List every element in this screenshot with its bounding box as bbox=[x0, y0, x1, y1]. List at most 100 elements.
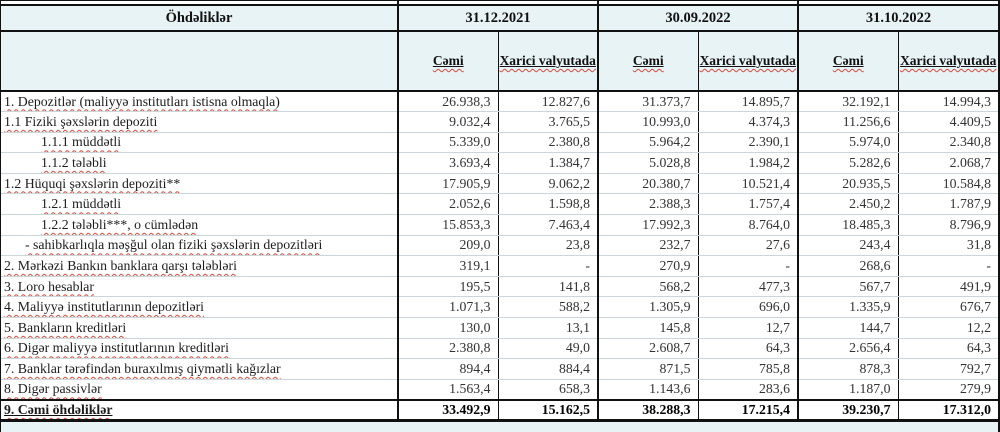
value-cell: 7.463,4 bbox=[498, 214, 599, 236]
value-cell: 20.380,7 bbox=[598, 173, 699, 195]
row-label: 1.2.1 müddətli bbox=[1, 193, 399, 216]
value-cell: 23,8 bbox=[498, 235, 599, 257]
subcol-header-foreign: Xarici valyutada bbox=[898, 31, 998, 92]
value-cell: 1.335,9 bbox=[798, 296, 899, 319]
subcol-header-total: Cəmi bbox=[598, 31, 699, 92]
row-label: 8. Digər passivlər bbox=[1, 379, 399, 401]
row-label: 2. Mərkəzi Bankın banklara qarşı tələblə… bbox=[1, 255, 399, 277]
table-row: 7. Banklar tərəfindən buraxılmış qiymətl… bbox=[1, 358, 998, 380]
value-cell: 8.796,9 bbox=[898, 214, 998, 236]
subcol-header-foreign: Xarici valyutada bbox=[498, 31, 599, 92]
value-cell: 3.765,5 bbox=[498, 111, 599, 133]
divider bbox=[397, 1, 399, 4]
value-cell: 319,1 bbox=[398, 255, 499, 277]
value-cell: 2.608,7 bbox=[598, 338, 699, 360]
value-cell: 894,4 bbox=[398, 358, 499, 380]
liabilities-table: Öhdəliklər 31.12.2021 30.09.2022 31.10.2… bbox=[1, 6, 998, 423]
period-header: 31.10.2022 bbox=[798, 6, 998, 32]
value-cell: 1.384,7 bbox=[498, 152, 599, 174]
table-row: 2. Mərkəzi Bankın banklara qarşı tələblə… bbox=[1, 255, 998, 277]
value-cell: 4.374,3 bbox=[698, 111, 799, 133]
table-row: 4. Maliyyə institutlarının depozitləri 1… bbox=[1, 296, 998, 319]
value-cell: 130,0 bbox=[398, 317, 499, 339]
empty-header-cell bbox=[1, 31, 399, 92]
value-cell: 11.256,6 bbox=[798, 111, 899, 133]
value-cell: 15.162,5 bbox=[498, 398, 599, 423]
subcolumn-header-row: Cəmi Xarici valyutada Cəmi Xarici valyut… bbox=[1, 31, 998, 92]
table-title: Öhdəliklər bbox=[1, 6, 399, 32]
value-cell: 49,0 bbox=[498, 338, 599, 360]
value-cell: 2.656,4 bbox=[798, 338, 899, 360]
value-cell: 209,0 bbox=[398, 235, 499, 257]
table-row: 1.2.2 tələbli***, o cümlədən 15.853,3 7.… bbox=[1, 214, 998, 236]
value-cell: 658,3 bbox=[498, 379, 599, 401]
row-label: 4. Maliyyə institutlarının depozitləri bbox=[1, 296, 399, 319]
value-cell: 884,4 bbox=[498, 358, 599, 380]
period-header-row: Öhdəliklər 31.12.2021 30.09.2022 31.10.2… bbox=[1, 6, 998, 32]
value-cell: 17.905,9 bbox=[398, 173, 499, 195]
value-cell: 792,7 bbox=[898, 358, 998, 380]
row-label: 7. Banklar tərəfindən buraxılmış qiymətl… bbox=[1, 358, 399, 380]
value-cell: 9.032,4 bbox=[398, 111, 499, 133]
table-row: - sahibkarlıqla məşğul olan fiziki şəxsl… bbox=[1, 235, 998, 257]
value-cell: 32.192,1 bbox=[798, 91, 899, 113]
value-cell: 1.187,0 bbox=[798, 379, 899, 401]
subcol-header-total: Cəmi bbox=[398, 31, 499, 92]
value-cell: 27,6 bbox=[698, 235, 799, 257]
value-cell: 2.068,7 bbox=[898, 152, 998, 174]
value-cell: 1.305,9 bbox=[598, 296, 699, 319]
table-row: 1.1.2 tələbli 3.693,4 1.384,7 5.028,8 1.… bbox=[1, 152, 998, 174]
value-cell: 31.373,7 bbox=[598, 91, 699, 113]
row-label: 1.2 Hüquqi şəxslərin depoziti** bbox=[1, 173, 399, 195]
value-cell: 477,3 bbox=[698, 276, 799, 298]
value-cell: 2.052,6 bbox=[398, 193, 499, 216]
value-cell: 5.974,0 bbox=[798, 132, 899, 154]
table-row: 1.1.1 müddətli 5.339,0 2.380,8 5.964,2 2… bbox=[1, 132, 998, 154]
value-cell: 64,3 bbox=[698, 338, 799, 360]
value-cell: 14.994,3 bbox=[898, 91, 998, 113]
value-cell: 491,9 bbox=[898, 276, 998, 298]
value-cell: 1.984,2 bbox=[698, 152, 799, 174]
value-cell: 195,5 bbox=[398, 276, 499, 298]
value-cell: 18.485,3 bbox=[798, 214, 899, 236]
row-label: 1.1 Fiziki şəxslərin depoziti bbox=[1, 111, 399, 133]
value-cell: 144,7 bbox=[798, 317, 899, 339]
row-label: 1.1.1 müddətli bbox=[1, 132, 399, 154]
table-row: 3. Loro hesablar 195,5 141,8 568,2 477,3… bbox=[1, 276, 998, 298]
row-label: - sahibkarlıqla məşğul olan fiziki şəxsl… bbox=[1, 235, 399, 257]
value-cell: 567,7 bbox=[798, 276, 899, 298]
value-cell: 31,8 bbox=[898, 235, 998, 257]
value-cell: 12,7 bbox=[698, 317, 799, 339]
period-header: 30.09.2022 bbox=[598, 6, 799, 32]
value-cell: 2.450,2 bbox=[798, 193, 899, 216]
table-row: 1.2 Hüquqi şəxslərin depoziti** 17.905,9… bbox=[1, 173, 998, 195]
table-row: 5. Bankların kreditləri 130,0 13,1 145,8… bbox=[1, 317, 998, 339]
value-cell: 676,7 bbox=[898, 296, 998, 319]
subcol-header-foreign: Xarici valyutada bbox=[698, 31, 799, 92]
row-label: 9. Cəmi öhdəliklər bbox=[1, 398, 399, 423]
row-label: 1.2.2 tələbli***, o cümlədən bbox=[1, 214, 399, 236]
value-cell: 268,6 bbox=[798, 255, 899, 277]
value-cell: 145,8 bbox=[598, 317, 699, 339]
period-header: 31.12.2021 bbox=[398, 6, 599, 32]
value-cell: 13,1 bbox=[498, 317, 599, 339]
value-cell: 2.388,3 bbox=[598, 193, 699, 216]
table-bottom-edge bbox=[1, 422, 998, 432]
value-cell: 10.521,4 bbox=[698, 173, 799, 195]
subcol-header-total: Cəmi bbox=[798, 31, 899, 92]
value-cell: 2.390,1 bbox=[698, 132, 799, 154]
row-label: 1. Depozitlər (maliyyə institutları isti… bbox=[1, 91, 399, 113]
value-cell: 1.787,9 bbox=[898, 193, 998, 216]
value-cell: 14.895,7 bbox=[698, 91, 799, 113]
value-cell: 10.993,0 bbox=[598, 111, 699, 133]
table-row: 1. Depozitlər (maliyyə institutları isti… bbox=[1, 91, 998, 113]
value-cell: 588,2 bbox=[498, 296, 599, 319]
value-cell: 15.853,3 bbox=[398, 214, 499, 236]
value-cell: 38.288,3 bbox=[598, 398, 699, 423]
value-cell: 2.380,8 bbox=[498, 132, 599, 154]
value-cell: 4.409,5 bbox=[898, 111, 998, 133]
value-cell: 1.071,3 bbox=[398, 296, 499, 319]
value-cell: 20.935,5 bbox=[798, 173, 899, 195]
value-cell: 141,8 bbox=[498, 276, 599, 298]
